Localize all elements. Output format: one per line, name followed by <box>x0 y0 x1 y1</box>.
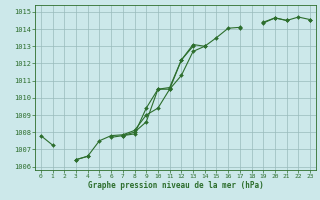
X-axis label: Graphe pression niveau de la mer (hPa): Graphe pression niveau de la mer (hPa) <box>88 181 263 190</box>
